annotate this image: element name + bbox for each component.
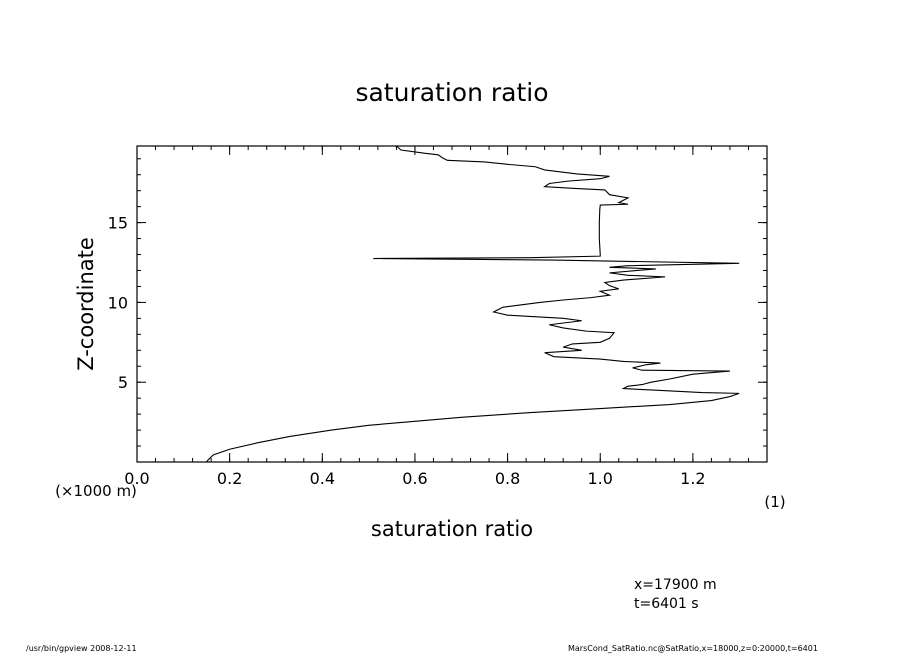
- y-axis-ticks: 5 10 15: [108, 214, 767, 392]
- y-axis-label: Z-coordinate: [74, 237, 98, 371]
- y-minor-ticks: [137, 158, 767, 447]
- plot-frame: [136, 145, 768, 463]
- x-position-annotation: x=17900 m: [634, 577, 717, 593]
- y-tick-label: 10: [108, 293, 128, 312]
- x-minor-ticks: [136, 146, 768, 462]
- time-annotation: t=6401 s: [634, 596, 699, 612]
- x-unit-note: (1): [764, 493, 785, 511]
- y-tick-label: 5: [118, 373, 128, 392]
- x-tick-label: 0.2: [217, 469, 242, 488]
- saturation-ratio-line: [206, 145, 740, 463]
- footer-right: MarsCond_SatRatio.nc@SatRatio,x=18000,z=…: [568, 644, 818, 653]
- y-unit-note: (×1000 m): [55, 482, 137, 500]
- x-tick-label: 1.2: [680, 469, 705, 488]
- footer-left: /usr/bin/gpview 2008-12-11: [26, 644, 137, 653]
- y-tick-label: 15: [108, 214, 128, 233]
- x-axis-label: saturation ratio: [371, 517, 533, 541]
- x-tick-label: 1.0: [588, 469, 613, 488]
- chart-title: saturation ratio: [355, 78, 548, 107]
- x-tick-label: 0.6: [402, 469, 427, 488]
- x-tick-label: 0.0: [124, 469, 149, 488]
- x-tick-label: 0.8: [495, 469, 520, 488]
- x-axis-ticks: 0.0 0.2 0.4 0.6 0.8 1.0 1.2: [124, 146, 706, 488]
- x-tick-label: 0.4: [310, 469, 335, 488]
